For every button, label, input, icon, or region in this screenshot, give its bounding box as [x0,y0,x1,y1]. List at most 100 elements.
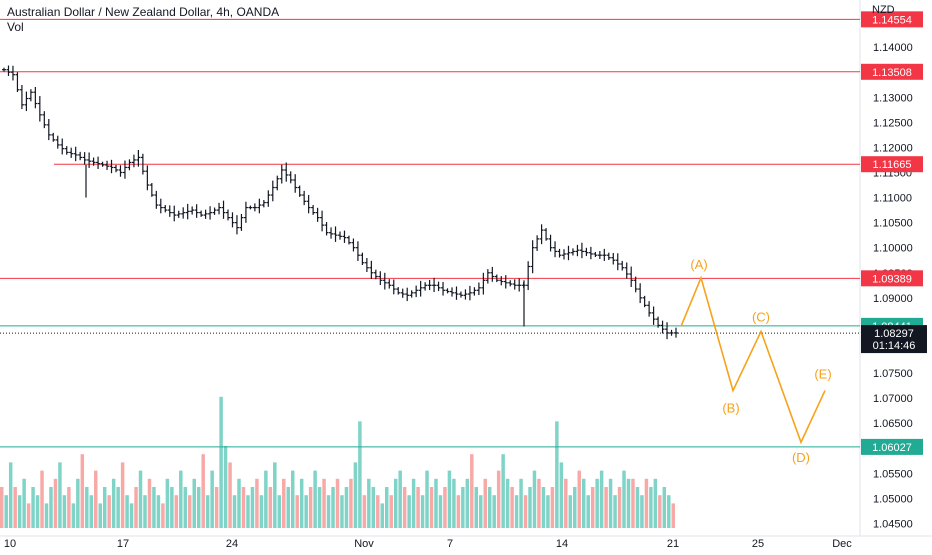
volume-bar [165,478,170,528]
volume-bar [282,478,286,528]
volume-bar [22,478,26,528]
volume-bar [26,503,31,528]
currency-label: NZD [872,4,895,16]
volume-bar [335,478,340,528]
volume-bar [49,487,53,528]
volume-bar [420,495,425,528]
volume-bar [367,478,371,528]
x-tick-label: 17 [117,538,129,550]
volume-bar [344,487,349,528]
volume-bar [107,495,111,528]
volume-bar [402,487,407,528]
y-tick-label: 1.12000 [873,142,913,154]
volume-bar [246,495,250,528]
volume-bar [564,478,568,528]
volume-bar [452,478,456,528]
volume-bar [58,462,62,528]
volume-bar [653,478,658,528]
volume-bar [658,495,662,528]
volume-bar [599,470,604,528]
volume-bar [581,478,586,528]
volume-bar [407,495,411,528]
volume-bar [313,470,317,528]
price-level-badge [861,156,923,173]
volume-bar [205,495,210,528]
volume-bar [196,487,201,528]
x-tick-label: 24 [226,538,238,550]
wave-label: (D) [792,450,810,465]
volume-bar [537,478,541,528]
volume-bar [94,470,98,528]
volume-bar [604,487,608,528]
price-level-label: 1.06027 [872,442,912,454]
volume-bar [214,487,219,528]
volume-bar [640,495,644,528]
volume-bar [635,487,640,528]
wave-label: (E) [814,367,831,382]
volume-bar [385,487,389,528]
volume-bar [349,478,353,528]
volume-bar [393,478,398,528]
volume-bar [644,478,649,528]
volume-bar [662,487,667,528]
y-tick-label: 1.11000 [873,193,912,205]
wave-label: (C) [752,309,770,324]
y-tick-label: 1.12500 [873,117,913,129]
volume-bar [353,462,358,528]
volume-bar [237,478,241,528]
volume-bar [147,478,152,528]
volume-bar [290,470,295,528]
volume-bar [152,487,156,528]
volume-bar [438,495,443,528]
volume-bar [44,503,49,528]
volume-bar [667,495,671,528]
volume-bar [317,487,322,528]
volume-bar [161,503,165,528]
current-price-badge [861,325,927,354]
volume-bar [608,478,613,528]
volume-bar [188,495,192,528]
volume-bar [295,495,299,528]
volume-bar [555,421,559,528]
x-tick-label: 7 [447,538,453,550]
volume-bar [622,470,626,528]
y-tick-label: 1.04500 [873,518,913,530]
volume-bar [223,446,228,528]
wave-label: (B) [722,401,739,416]
chart-title: Australian Dollar / New Zealand Dollar, … [7,5,280,19]
volume-bar [40,470,44,528]
volume-bar [116,487,120,528]
x-tick-label: Nov [354,538,374,550]
volume-bar [322,478,326,528]
volume-bar [170,487,174,528]
volume-bar [286,487,290,528]
volume-bar [228,462,232,528]
volume-bar [268,487,273,528]
volume-bar [264,470,268,528]
volume-bar [523,495,528,528]
x-tick-label: Dec [832,538,852,550]
volume-bar [250,487,255,528]
volume-bar [156,495,161,528]
volume-bar [129,503,134,528]
volume-bar [470,454,474,528]
volume-bar [358,421,362,528]
volume-bar [465,478,470,528]
price-level-label: 1.13508 [872,67,912,79]
price-level-label: 1.14554 [872,14,912,26]
y-tick-label: 1.14000 [873,42,913,54]
volume-label: Vol [7,20,24,34]
price-level-badge [861,11,923,28]
volume-bar [143,495,147,528]
volume-bar [434,478,438,528]
x-tick-label: 10 [4,538,16,550]
volume-bar [411,478,416,528]
y-tick-label: 1.07500 [873,368,913,380]
volume-bar [174,495,179,528]
volume-bar [76,478,80,528]
price-level-badge [861,63,923,80]
volume-bar [443,487,447,528]
volume-bar [0,487,4,528]
